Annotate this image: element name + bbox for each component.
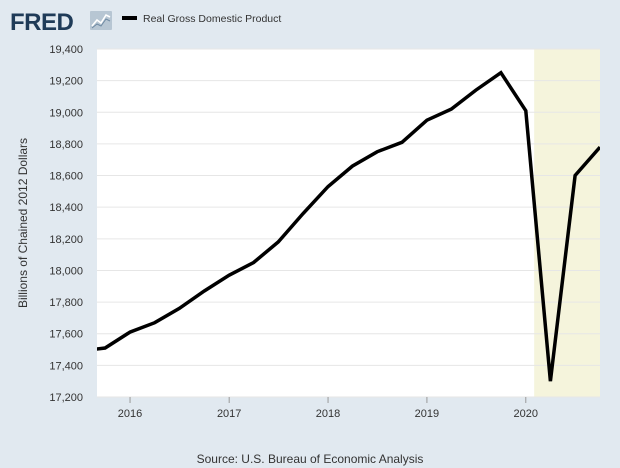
y-axis-label: Billions of Chained 2012 Dollars: [16, 138, 30, 308]
x-tick-label: 2019: [415, 408, 439, 420]
y-tick-label: 18,000: [49, 265, 83, 277]
source-text: Source: U.S. Bureau of Economic Analysis: [197, 452, 424, 466]
legend: Real Gross Domestic Product: [122, 13, 281, 25]
fred-logo-text: FRED: [10, 9, 74, 36]
recession-shade: [534, 49, 600, 397]
x-tick-label: 2020: [514, 408, 538, 420]
y-tick-label: 17,600: [49, 329, 83, 341]
y-tick-label: 18,800: [49, 139, 83, 151]
y-tick-label: 17,200: [49, 392, 83, 404]
y-tick-label: 17,400: [49, 360, 83, 372]
series-line-real-gdp[interactable]: [80, 70, 600, 382]
x-tick-label: 2018: [316, 408, 340, 420]
fred-logo[interactable]: FRED: [10, 9, 112, 36]
x-tick-label: 2017: [217, 408, 241, 420]
legend-label: Real Gross Domestic Product: [143, 13, 281, 25]
y-tick-label: 18,400: [49, 202, 83, 214]
trend-line-icon: [90, 11, 112, 30]
x-tick-label: 2016: [118, 408, 142, 420]
y-tick-label: 19,000: [49, 107, 83, 119]
plot-area: [97, 49, 600, 397]
y-tick-label: 19,400: [49, 44, 83, 56]
y-tick-label: 18,200: [49, 234, 83, 246]
y-tick-label: 19,200: [49, 76, 83, 88]
y-tick-label: 17,800: [49, 297, 83, 309]
y-tick-label: 18,600: [49, 171, 83, 183]
